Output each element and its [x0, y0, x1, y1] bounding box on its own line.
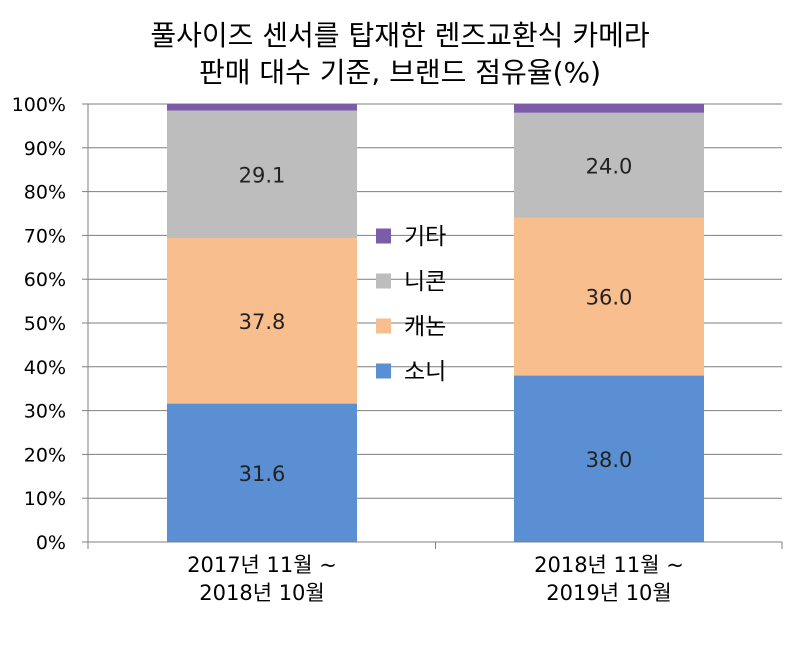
y-tick-label: 90% — [24, 138, 66, 160]
y-tick-label: 100% — [12, 94, 66, 116]
bar-segment-캐논 — [167, 238, 357, 404]
bar-segment-캐논 — [514, 217, 704, 376]
bars — [167, 104, 704, 542]
y-tick-label: 50% — [24, 313, 66, 335]
x-axis — [87, 104, 783, 549]
bar-segment-기타 — [514, 104, 704, 113]
data-label: 37.8 — [239, 310, 286, 334]
category-label: 2018년 11월 ~ — [534, 553, 684, 577]
y-axis-ticks: 0% 10% 20% 30% 40% 50% 60% 70% 80% 90% 100% — [12, 94, 88, 554]
legend-label: 캐논 — [404, 314, 446, 340]
y-tick-label: 60% — [24, 269, 66, 291]
data-labels: 31.6 37.8 29.1 38.0 36.0 24.0 — [239, 154, 633, 485]
data-label: 24.0 — [586, 154, 633, 178]
data-label: 29.1 — [239, 163, 286, 187]
bar-segment-소니 — [514, 375, 704, 542]
chart-title-line-2: 판매 대수 기준, 브랜드 점유율(%) — [199, 56, 601, 89]
legend-label: 소니 — [404, 359, 446, 385]
y-tick-label: 40% — [24, 357, 66, 379]
y-tick-label: 20% — [24, 444, 66, 466]
bar-segment-니콘 — [514, 112, 704, 218]
data-label: 36.0 — [586, 286, 633, 310]
y-tick-label: 80% — [24, 182, 66, 204]
bar-segment-기타 — [167, 104, 357, 111]
bar-segment-소니 — [167, 403, 357, 542]
legend-swatch-캐논 — [376, 318, 391, 334]
legend-swatch-소니 — [376, 363, 391, 379]
data-label: 31.6 — [239, 462, 286, 486]
y-tick-label: 0% — [36, 532, 66, 554]
category-labels: 2017년 11월 ~ 2018년 10월 2018년 11월 ~ 2019년 10월 — [187, 553, 684, 605]
data-label: 38.0 — [586, 448, 633, 472]
category-label: 2019년 10월 — [546, 581, 671, 605]
y-tick-label: 10% — [24, 488, 66, 510]
y-tick-label: 70% — [24, 225, 66, 247]
chart-title-line-1: 풀사이즈 센서를 탑재한 렌즈교환식 카메라 — [150, 19, 649, 52]
legend-swatch-기타 — [376, 228, 391, 244]
legend-label: 기타 — [404, 224, 446, 250]
category-label: 2017년 11월 ~ — [187, 553, 337, 577]
bar-segment-니콘 — [167, 110, 357, 239]
legend-swatch-니콘 — [376, 273, 391, 289]
category-label: 2018년 10월 — [199, 581, 324, 605]
y-tick-label: 30% — [24, 401, 66, 423]
legend-label: 니콘 — [404, 269, 446, 295]
